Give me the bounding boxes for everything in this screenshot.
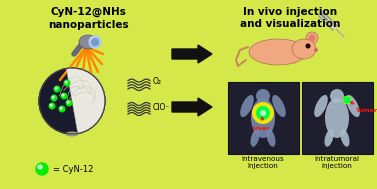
Ellipse shape: [251, 98, 275, 138]
Circle shape: [38, 165, 42, 169]
Text: intratumoral
injection: intratumoral injection: [314, 156, 360, 169]
Circle shape: [39, 68, 105, 134]
Ellipse shape: [314, 95, 328, 117]
Circle shape: [65, 81, 67, 83]
Ellipse shape: [79, 35, 97, 49]
Circle shape: [315, 49, 317, 51]
Circle shape: [55, 87, 57, 89]
Circle shape: [54, 86, 60, 92]
Ellipse shape: [250, 129, 259, 147]
Ellipse shape: [292, 39, 316, 59]
Circle shape: [66, 100, 72, 106]
Circle shape: [36, 163, 48, 175]
FancyArrow shape: [172, 45, 212, 63]
Circle shape: [306, 32, 318, 44]
Text: ClO⁻: ClO⁻: [153, 102, 170, 112]
FancyArrow shape: [172, 98, 212, 116]
Circle shape: [60, 107, 62, 109]
Bar: [228, 82, 299, 154]
Circle shape: [67, 101, 69, 103]
Ellipse shape: [249, 39, 307, 65]
Circle shape: [50, 104, 52, 106]
Circle shape: [252, 102, 274, 124]
Text: Liver: Liver: [252, 117, 270, 131]
Ellipse shape: [325, 129, 334, 147]
Circle shape: [52, 96, 54, 98]
Wedge shape: [66, 68, 105, 133]
Circle shape: [89, 36, 101, 48]
Text: Tumor: Tumor: [351, 102, 377, 113]
Ellipse shape: [240, 95, 254, 117]
Ellipse shape: [330, 89, 344, 103]
Text: CyN-12@NHs
nanoparticles: CyN-12@NHs nanoparticles: [48, 7, 128, 30]
Text: O₂: O₂: [153, 77, 162, 87]
Circle shape: [260, 110, 266, 116]
Ellipse shape: [346, 95, 360, 117]
Circle shape: [256, 106, 270, 120]
Ellipse shape: [267, 129, 276, 147]
Circle shape: [91, 38, 97, 44]
Text: In vivo injection
and visualization: In vivo injection and visualization: [240, 7, 340, 29]
Circle shape: [92, 39, 98, 46]
Circle shape: [49, 103, 55, 109]
Text: = CyN-12: = CyN-12: [53, 164, 93, 174]
Text: intravenous
injection: intravenous injection: [242, 156, 284, 169]
Bar: [302, 82, 373, 154]
Circle shape: [59, 106, 65, 112]
Circle shape: [306, 44, 310, 48]
Circle shape: [51, 95, 57, 101]
Ellipse shape: [272, 95, 286, 117]
Circle shape: [64, 80, 70, 86]
Circle shape: [62, 94, 64, 96]
Ellipse shape: [340, 129, 349, 147]
Circle shape: [308, 35, 316, 42]
Circle shape: [61, 93, 67, 99]
Circle shape: [343, 96, 351, 104]
Ellipse shape: [65, 132, 79, 136]
Ellipse shape: [325, 98, 349, 138]
Ellipse shape: [256, 89, 270, 103]
